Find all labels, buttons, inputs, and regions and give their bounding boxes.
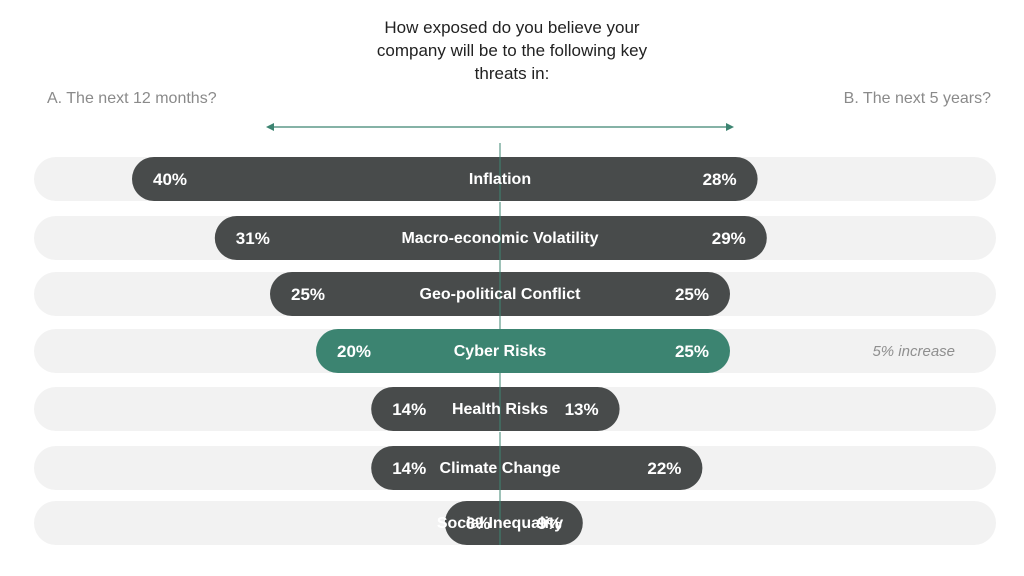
value-label-right: 9% xyxy=(537,514,562,533)
value-label-right: 25% xyxy=(675,285,709,304)
value-label-left: 6% xyxy=(466,514,491,533)
chart-title: How exposed do you believe your company … xyxy=(312,16,712,85)
value-label-left: 25% xyxy=(291,285,325,304)
category-label: Cyber Risks xyxy=(454,343,547,360)
bar-social-inequality xyxy=(444,501,583,545)
value-label-right: 13% xyxy=(565,400,599,419)
bar-climate-change xyxy=(371,446,703,490)
left-series-label: A. The next 12 months? xyxy=(47,90,217,107)
bar-cyber-risks xyxy=(316,329,730,373)
value-label-left: 31% xyxy=(236,229,270,248)
chart-title-line-2: company will be to the following key xyxy=(376,41,648,60)
value-label-left: 14% xyxy=(392,400,426,419)
category-label: Macro-economic Volatility xyxy=(401,230,598,247)
chart-title-line-1: How exposed do you believe your xyxy=(384,18,640,37)
value-label-right: 22% xyxy=(647,459,681,478)
axis-arrow-right-head xyxy=(726,123,734,131)
category-label: Inflation xyxy=(469,171,531,188)
category-label: Climate Change xyxy=(440,460,561,477)
axis-arrow-left-head xyxy=(266,123,274,131)
value-label-left: 14% xyxy=(392,459,426,478)
category-label: Health Risks xyxy=(452,401,548,418)
right-series-label: B. The next 5 years? xyxy=(843,90,991,107)
category-label: Social Inequality xyxy=(437,515,563,532)
bar-macro-economic-volatility xyxy=(214,216,767,260)
bar-inflation xyxy=(132,157,758,201)
value-label-right: 29% xyxy=(712,229,746,248)
value-label-left: 40% xyxy=(153,170,187,189)
chart-title-line-3: threats in: xyxy=(474,64,550,83)
value-label-left: 20% xyxy=(337,342,371,361)
annotation-label: 5% increase xyxy=(872,343,955,360)
bar-health-risks xyxy=(371,387,620,431)
value-label-right: 28% xyxy=(703,170,737,189)
category-label: Geo-political Conflict xyxy=(420,286,582,303)
value-label-right: 25% xyxy=(675,342,709,361)
